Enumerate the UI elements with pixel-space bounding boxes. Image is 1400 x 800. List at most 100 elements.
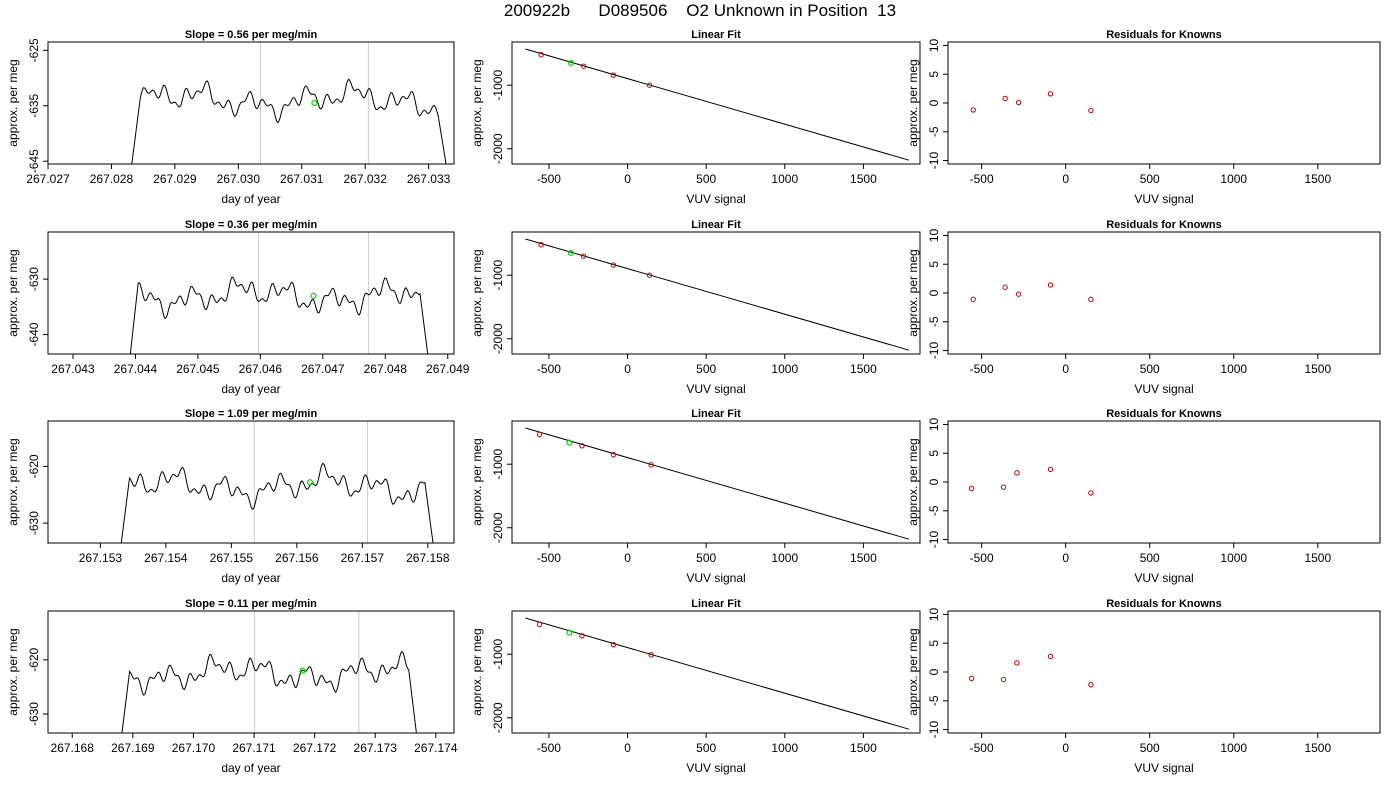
x-tick-label: 0 [1062,172,1069,186]
fit-line [525,427,910,540]
series-line [131,78,447,164]
x-tick-label: 267.047 [301,362,345,376]
x-axis-label: VUV signal [686,571,745,585]
data-point [1047,282,1054,288]
panel-3-4: Residuals for Knowns -500 0 500 1000 1500 -10 -… [906,598,1381,775]
x-axis-label: VUV signal [1134,761,1193,775]
x-axis-label: VUV signal [1134,571,1193,585]
y-axis-label: approx. per meg [470,59,484,146]
x-tick-label: 1500 [850,741,877,755]
y-axis-label: approx. per meg [6,628,20,715]
panel-3-2: Residuals for Knowns -500 0 500 1000 1500 -10 -… [906,219,1381,396]
x-tick-label: 267.168 [51,741,95,755]
y-axis-label: approx. per meg [470,249,484,336]
x-tick-label: 1500 [850,362,877,376]
x-tick-label: 267.029 [153,172,197,186]
panel-title: Linear Fit [691,408,741,420]
panel-title: Slope = 1.09 per meg/min [185,408,318,420]
y-tick-label: -1000 [491,449,505,480]
data-layer [525,617,910,730]
x-tick-label: -500 [537,362,561,376]
x-tick-label: 500 [696,172,716,186]
y-tick-label: -10 [927,152,941,170]
x-axis-label: day of year [221,761,280,775]
x-tick-label: 1000 [1220,741,1247,755]
x-tick-label: 267.169 [111,741,155,755]
x-tick-label: 267.045 [176,362,220,376]
x-axis-label: VUV signal [686,192,745,206]
data-layer [131,78,447,164]
x-tick-label: 267.171 [232,741,276,755]
y-tick-label: -10 [927,531,941,549]
x-tick-label: 500 [1140,362,1160,376]
panel-title: Residuals for Knowns [1106,408,1222,420]
data-point [538,242,544,248]
x-tick-label: 1000 [771,362,798,376]
y-tick-label: -630 [27,702,41,726]
x-tick-label: 0 [624,172,631,186]
x-tick-label: 500 [1140,741,1160,755]
plot-frame [947,41,1381,165]
data-point [580,63,587,69]
x-tick-label: 0 [624,741,631,755]
y-axis-label: approx. per meg [906,628,920,715]
plot-frame [511,41,921,165]
x-tick-label: -500 [970,362,994,376]
x-tick-label: 500 [696,741,716,755]
data-point [536,431,543,438]
x-tick-label: 1000 [1220,172,1247,186]
data-point [970,107,976,113]
x-tick-label: 1000 [771,172,798,186]
data-point [648,462,654,468]
y-axis-label: approx. per meg [906,59,920,146]
data-point [1000,484,1007,490]
x-tick-label: 1500 [850,551,877,565]
panel-1-4: Slope = 0.11 per meg/min 267.168 267.169 26… [6,598,458,775]
series-line [121,650,417,733]
y-tick-label: -2000 [491,323,505,354]
panel-2-2: Linear Fit -500 0 500 1000 1500 -1000 -2000 VUV … [470,219,921,396]
x-tick-label: 267.028 [90,172,134,186]
y-tick-label: -1000 [491,70,505,101]
plot-frame [511,610,921,734]
data-point [970,296,976,303]
x-tick-label: 1500 [850,172,877,186]
y-axis-label: approx. per meg [6,438,20,525]
data-point [1014,660,1020,666]
x-tick-label: 0 [1062,551,1069,565]
x-tick-label: 267.154 [144,551,188,565]
x-tick-label: -500 [970,172,994,186]
y-tick-label: -620 [27,454,41,478]
x-tick-label: 267.043 [51,362,95,376]
panel-1-3: Slope = 1.09 per meg/min 267.153 267.154 26… [6,408,455,585]
y-tick-label: -2000 [491,702,505,733]
x-tick-label: -500 [537,551,561,565]
data-point [1088,296,1094,303]
y-axis-label: approx. per meg [6,59,20,146]
y-tick-label: 0 [927,99,941,106]
plot-frame [947,610,1381,734]
x-tick-label: 267.048 [364,362,408,376]
x-tick-label: 1000 [1220,551,1247,565]
y-tick-label: -5 [927,126,941,137]
y-tick-label: -5 [927,505,941,516]
marker-point [311,99,318,107]
plot-frame [947,420,1381,544]
data-point [1002,284,1008,290]
data-layer [968,466,1094,496]
data-point [610,641,617,648]
y-tick-label: -10 [927,342,941,360]
series-line [129,276,429,354]
x-axis-label: VUV signal [686,382,745,396]
data-point [1088,107,1094,114]
panel-3-3: Residuals for Knowns -500 0 500 1000 1500 -10 -… [906,408,1381,585]
fit-line [525,48,910,161]
plot-frame [47,610,455,734]
y-tick-label: 10 [927,38,941,52]
page-title: 200922b D089506 O2 Unknown in Position 1… [503,1,897,20]
data-point [579,633,585,639]
x-axis-label: VUV signal [1134,192,1193,206]
panel-title: Slope = 0.36 per meg/min [185,219,318,231]
data-point [580,253,587,259]
y-tick-label: -630 [27,511,41,535]
